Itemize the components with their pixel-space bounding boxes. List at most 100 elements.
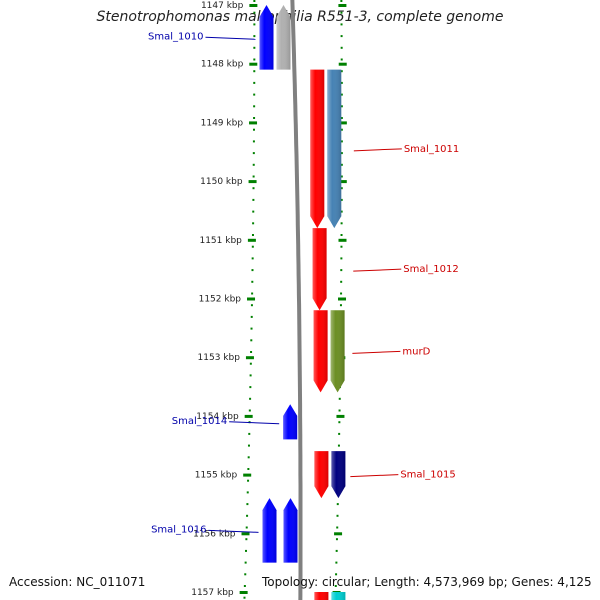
axis-major-tick bbox=[248, 180, 257, 184]
axis-dot-left bbox=[253, 46, 256, 49]
gene-shading bbox=[330, 310, 345, 393]
axis-dot-left bbox=[250, 351, 253, 353]
gene-shading bbox=[310, 69, 325, 229]
gene-label-leader bbox=[353, 148, 402, 152]
axis-dot-right bbox=[340, 0, 343, 2]
axis-dot-right bbox=[340, 46, 343, 49]
gene-label-murd[interactable]: murD bbox=[402, 346, 430, 357]
gene-shading bbox=[331, 451, 346, 499]
axis-dot-left bbox=[245, 549, 248, 552]
axis-major-tick-right bbox=[338, 62, 347, 66]
axis-dot-left bbox=[251, 280, 254, 283]
axis-dot-right bbox=[340, 58, 343, 61]
axis-dot-right bbox=[340, 93, 343, 96]
axis-dot-right bbox=[340, 35, 343, 38]
map-title: Stenotrophomonas maltophilia R551-3, com… bbox=[96, 9, 504, 25]
gene-label-leader bbox=[208, 529, 259, 533]
axis-dot-right bbox=[340, 140, 343, 143]
tick-label: 1154 kbp bbox=[196, 412, 239, 422]
gene-shading bbox=[276, 5, 291, 70]
axis-dot-left bbox=[247, 468, 250, 470]
axis-dot-right bbox=[340, 210, 343, 213]
axis-dot-left bbox=[243, 585, 246, 587]
axis-dot-left bbox=[252, 210, 255, 213]
tick-label: 1152 kbp bbox=[199, 295, 242, 305]
axis-dot-right bbox=[340, 292, 343, 295]
gene-label-smal-1010[interactable]: Smal_1010 bbox=[148, 31, 203, 42]
axis-dot-right bbox=[340, 198, 343, 201]
axis-dot-left bbox=[245, 538, 248, 541]
axis-major-tick-right bbox=[338, 4, 347, 7]
axis-major-tick bbox=[249, 62, 258, 66]
axis-dot-right bbox=[340, 234, 343, 236]
axis-dot-right bbox=[338, 432, 341, 435]
axis-dot-left bbox=[249, 374, 252, 377]
axis-dot-left bbox=[251, 257, 254, 260]
gene-label-smal-1016[interactable]: Smal_1016 bbox=[151, 524, 206, 535]
axis-dot-right bbox=[340, 187, 343, 190]
gene-shading bbox=[313, 310, 328, 393]
gene-label-smal-1012[interactable]: Smal_1012 bbox=[403, 264, 458, 275]
topology-label: Topology: circular; bbox=[262, 575, 371, 589]
axis-dot-left bbox=[248, 409, 251, 412]
axis-dot-left bbox=[247, 444, 250, 447]
axis-dot-left bbox=[253, 93, 256, 96]
axis-dot-right bbox=[340, 70, 343, 73]
axis-major-tick bbox=[241, 532, 250, 536]
axis-dot-left bbox=[248, 432, 251, 435]
axis-dot-left bbox=[243, 596, 246, 599]
axis-major-tick bbox=[247, 238, 256, 242]
genome-summary: Topology: circular; Length: 4,573,969 bp… bbox=[262, 575, 592, 589]
gene-shading bbox=[314, 451, 329, 499]
axis-dot-left bbox=[253, 81, 256, 84]
gene-label-leader bbox=[205, 36, 256, 40]
axis-dot-left bbox=[253, 35, 256, 38]
axis-dot-right bbox=[334, 585, 337, 587]
gene-shading bbox=[262, 498, 277, 563]
axis-major-tick-right bbox=[338, 121, 347, 125]
axis-dot-left bbox=[250, 339, 253, 342]
axis-major-tick bbox=[247, 297, 256, 301]
axis-dot-right bbox=[338, 397, 341, 400]
axis-dot-right bbox=[336, 526, 339, 529]
axis-major-tick-right bbox=[338, 180, 347, 184]
axis-major-tick-right bbox=[336, 414, 345, 418]
axis-dot-left bbox=[252, 128, 255, 131]
axis-dot-right bbox=[340, 222, 343, 225]
axis-dot-left bbox=[253, 58, 256, 61]
gene-shading bbox=[283, 498, 298, 563]
axis-dot-left bbox=[247, 479, 250, 482]
gene-shading bbox=[331, 592, 346, 600]
axis-dot-right bbox=[340, 117, 343, 119]
tick-label: 1156 kbp bbox=[193, 529, 236, 539]
axis-dot-left bbox=[253, 0, 256, 2]
axis-dot-right bbox=[340, 269, 343, 272]
axis-major-tick bbox=[239, 591, 248, 594]
gene-shading bbox=[283, 404, 298, 440]
gene-label-leader bbox=[353, 268, 402, 272]
axis-dot-left bbox=[249, 397, 252, 400]
axis-dot-left bbox=[252, 152, 255, 155]
axis-dot-right bbox=[340, 280, 343, 283]
gene-label-smal-1014[interactable]: Smal_1014 bbox=[172, 416, 227, 427]
gene-label-smal-1011[interactable]: Smal_1011 bbox=[404, 144, 459, 155]
gene-label-smal-1015[interactable]: Smal_1015 bbox=[400, 470, 455, 481]
gene-shading bbox=[327, 69, 342, 229]
axis-dot-right bbox=[335, 538, 338, 541]
axis-major-tick-right bbox=[338, 238, 347, 242]
axis-dot-left bbox=[252, 163, 255, 166]
axis-dot-left bbox=[244, 573, 247, 576]
axis-dot-left bbox=[246, 514, 249, 517]
gene-label-leader bbox=[229, 421, 280, 425]
axis-dot-left bbox=[251, 245, 254, 248]
axis-dot-right bbox=[340, 81, 343, 84]
axis-dot-left bbox=[253, 105, 256, 108]
genes-count-label: Genes: 4,125 bbox=[511, 575, 592, 589]
tick-label: 1147 kbp bbox=[201, 1, 244, 11]
axis-dot-right bbox=[336, 514, 339, 517]
axis-dot-left bbox=[252, 198, 255, 201]
axis-dot-right bbox=[338, 409, 341, 412]
axis-dot-left bbox=[252, 222, 255, 225]
axis-dot-left bbox=[253, 23, 256, 26]
